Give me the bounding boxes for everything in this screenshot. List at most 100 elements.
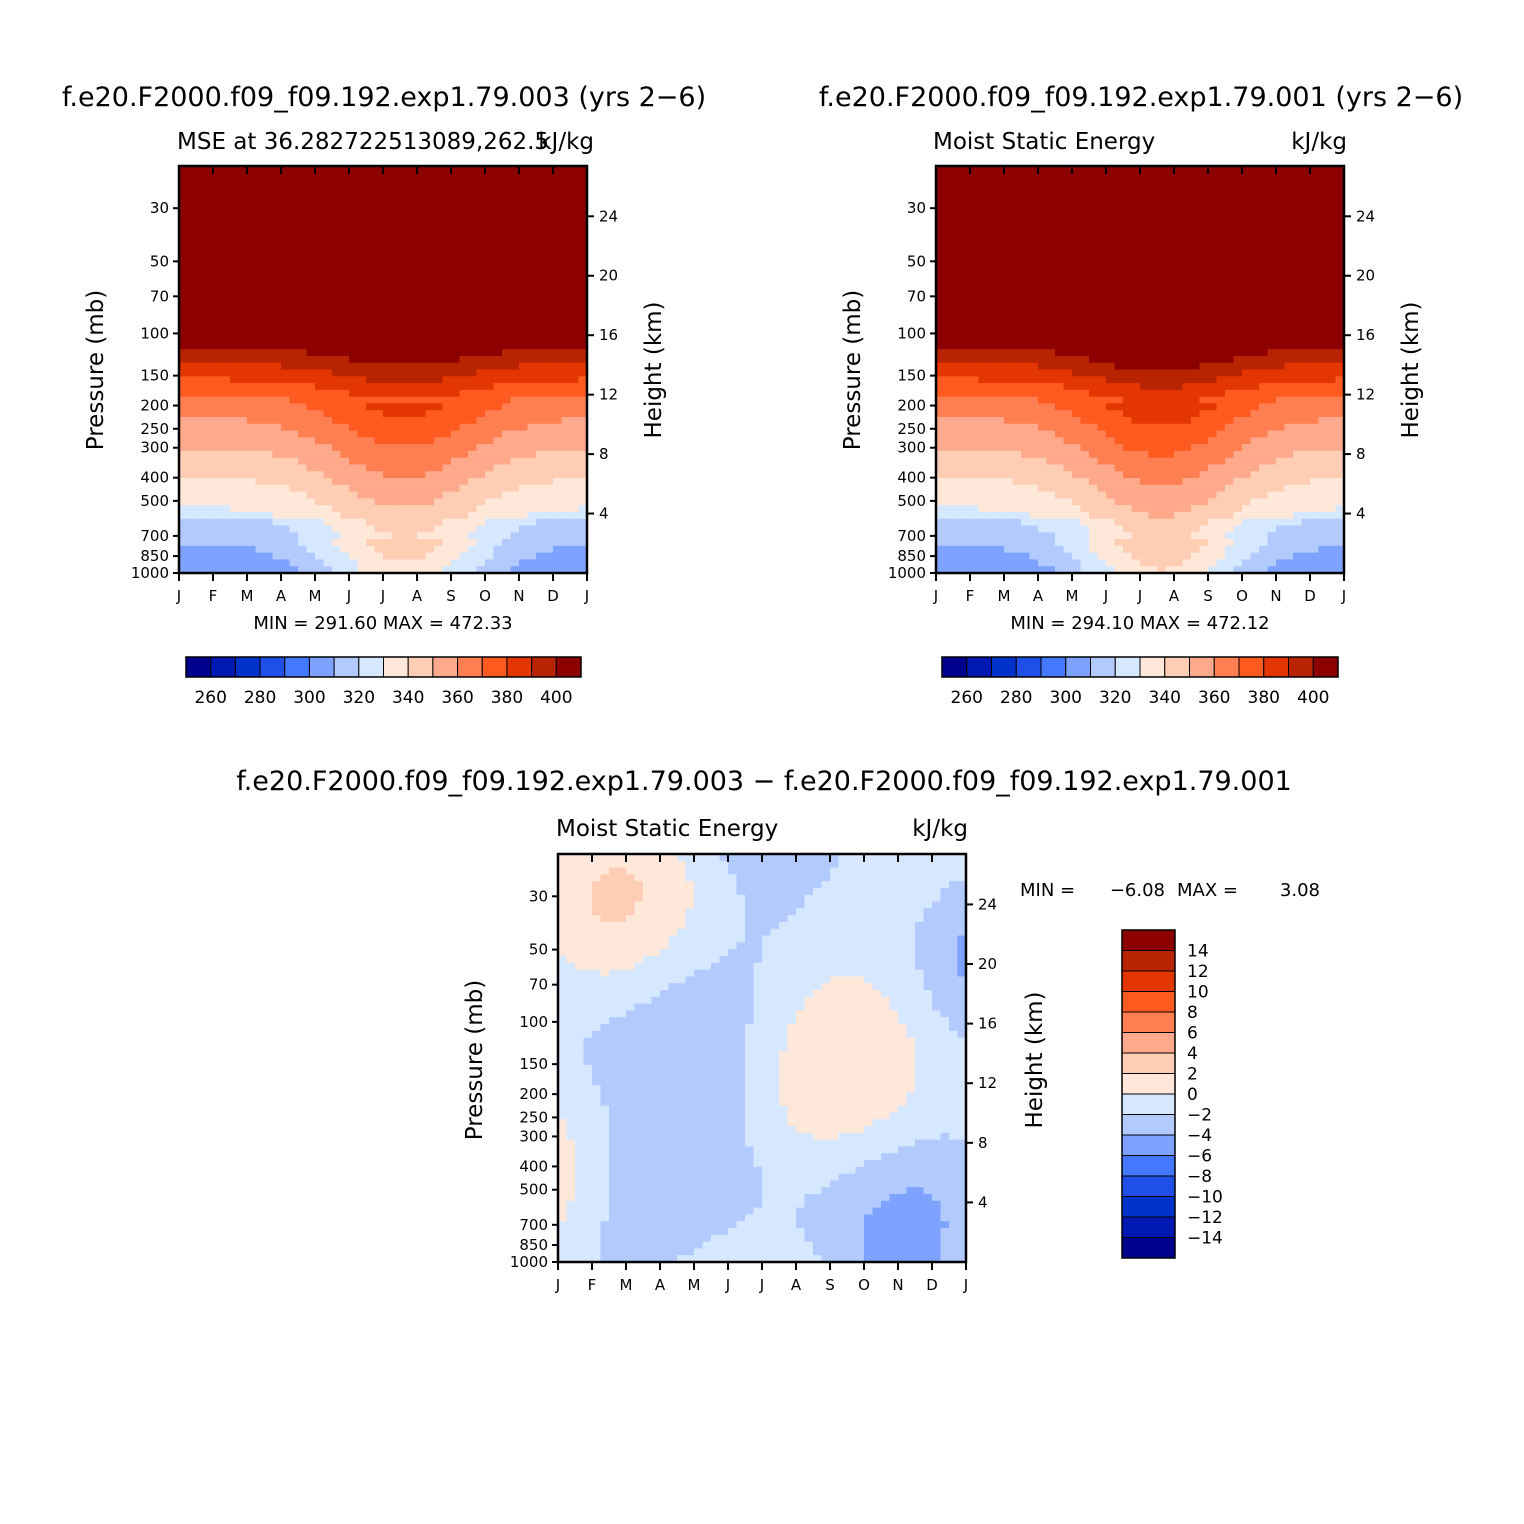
panel2-cell [1097, 301, 1107, 310]
panel1-cell [391, 227, 401, 235]
panel1-cell [332, 227, 342, 235]
panel1-cell [510, 423, 520, 432]
panel1-cell [247, 403, 257, 411]
panel2-cell [1123, 349, 1133, 357]
panel1-cell [179, 539, 189, 547]
panel2-cell [1242, 335, 1252, 343]
panel1-cell [213, 335, 223, 343]
panel1-cell [383, 511, 393, 520]
panel1-cell [306, 335, 316, 343]
panel1-cell [510, 166, 520, 174]
panel2-cell [1216, 355, 1226, 364]
panel1-cell [179, 532, 189, 540]
panel2-cell [1063, 430, 1073, 438]
panel1-cell [204, 308, 214, 316]
panel1-cell [408, 328, 418, 337]
panel2-cell [1267, 220, 1277, 228]
panel1-cell [221, 491, 231, 499]
panel2-cell [953, 193, 963, 201]
panel1-cell [272, 362, 282, 371]
panel1-cell [213, 410, 223, 418]
panel1-cell [374, 403, 384, 411]
panel1-cell [221, 335, 231, 343]
panel2-cell [1140, 355, 1150, 364]
panel1-cell [451, 166, 461, 174]
panel1-cell [442, 288, 452, 296]
panel1-cell [196, 471, 206, 479]
panel1-cell [434, 186, 444, 194]
panel1-cell [468, 335, 478, 343]
panel1-cell [383, 539, 393, 547]
panel2-cell [1046, 444, 1056, 452]
panel1-cell [255, 559, 265, 567]
panel2-cell [1327, 355, 1337, 364]
panel1-cell [323, 193, 333, 201]
panel1-cell [272, 288, 282, 296]
panel2-cell [936, 416, 946, 425]
panel1-cell [485, 315, 495, 323]
panel1-cell [289, 199, 299, 208]
panel1-cell [289, 389, 299, 398]
panel1-cell [502, 511, 512, 520]
panel2-cell [1225, 220, 1235, 228]
panel2-cell [1140, 396, 1150, 405]
panel1-cell [391, 444, 401, 452]
panel1-cell [434, 450, 444, 459]
panel1-cell [264, 193, 274, 201]
panel1-cell [255, 498, 265, 506]
panel2-cell [978, 193, 988, 201]
panel1-cell [204, 213, 214, 221]
panel2-cell [1216, 308, 1226, 316]
panel1-cell [391, 288, 401, 296]
panel2-cell [970, 355, 980, 364]
panel2-cell [1242, 274, 1252, 282]
panel1-cell [323, 172, 333, 181]
panel1-left-subtitle: MSE at 36.282722513089,262.5 [177, 129, 549, 155]
panel1-cell [510, 281, 520, 289]
panel1-cell [289, 294, 299, 303]
panel1-cell [425, 498, 435, 506]
panel2-cell [1038, 199, 1048, 208]
panel2-cell [1114, 416, 1124, 425]
panel2-cell [1055, 355, 1065, 364]
panel1-cell [493, 478, 503, 486]
panel2-cell [1157, 240, 1167, 248]
panel2-cell [1089, 301, 1099, 310]
panel1-cell [502, 471, 512, 479]
panel1-cell [213, 328, 223, 337]
panel2-cell [1335, 437, 1345, 445]
panel2-cell [936, 410, 946, 418]
panel2-cell [961, 254, 971, 262]
panel2-cell [1276, 227, 1286, 235]
panel1-cell [323, 186, 333, 194]
panel1-cell [357, 301, 367, 310]
panel1-cell [187, 444, 197, 452]
panel2-cell [1182, 396, 1192, 405]
panel1-colorbar-swatch [531, 656, 557, 678]
panel1-cell [204, 525, 214, 533]
panel1-cell [476, 233, 486, 242]
panel1-cell [306, 552, 316, 561]
panel1-cell [485, 342, 495, 350]
panel2-cell [1080, 403, 1090, 411]
panel2-cell [1301, 423, 1311, 432]
panel1-cell [357, 172, 367, 181]
panel2-cell [1335, 308, 1345, 316]
panel2-cell [1114, 349, 1124, 357]
panel1-cell [476, 349, 486, 357]
panel2-cell [1191, 342, 1201, 350]
panel2-cell [1055, 301, 1065, 310]
panel2-cell [1089, 227, 1099, 235]
panel1-cell [366, 281, 376, 289]
panel2-cell [1242, 349, 1252, 357]
panel1-cell [459, 315, 469, 323]
panel2-cell [1089, 383, 1099, 391]
panel1-cell [289, 369, 299, 377]
panel1-cell [340, 450, 350, 459]
panel2-cell [1055, 294, 1065, 303]
panel2-cell [953, 274, 963, 282]
panel1-cell [408, 403, 418, 411]
panel2-cell [995, 199, 1005, 208]
panel1-cell [281, 220, 291, 228]
panel1-cell [204, 328, 214, 337]
